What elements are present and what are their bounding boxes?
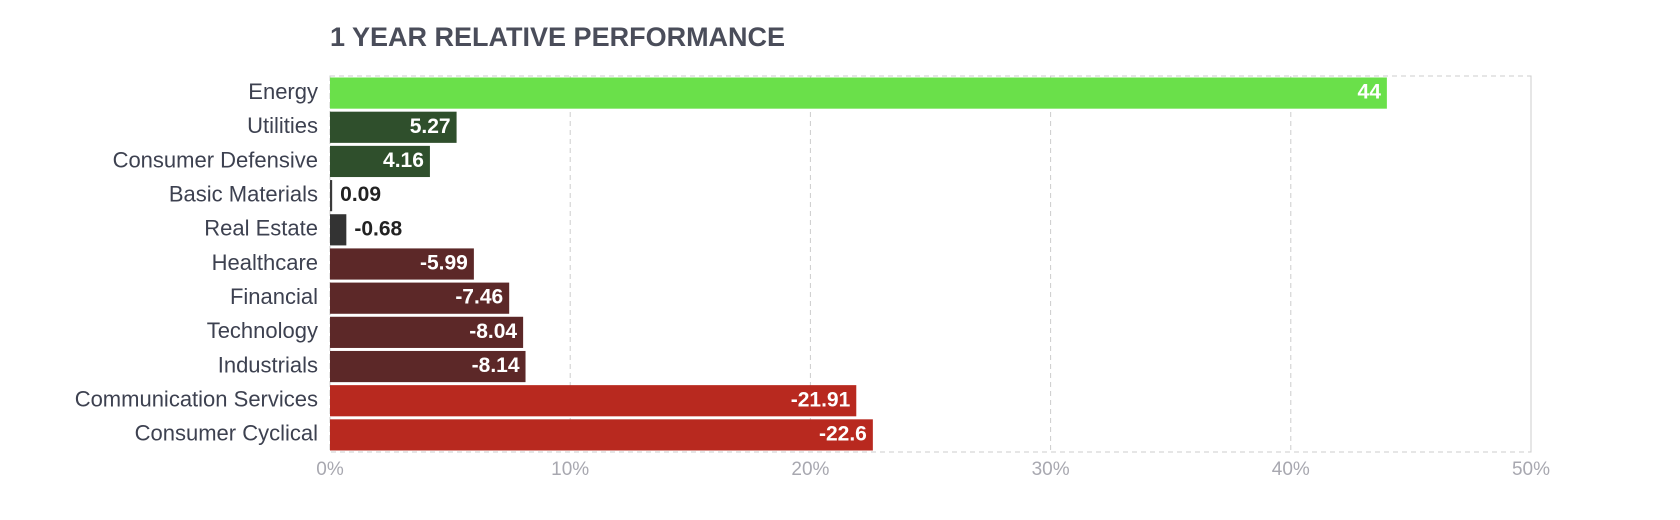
bar bbox=[330, 419, 873, 451]
bar bbox=[330, 145, 430, 178]
bar bbox=[330, 316, 524, 348]
data-label: 4.16 bbox=[383, 149, 424, 172]
data-label: -7.46 bbox=[455, 286, 503, 309]
data-label: -0.68 bbox=[354, 217, 402, 240]
data-label: 44 bbox=[1358, 81, 1382, 104]
y-tick-label: Basic Materials bbox=[169, 181, 318, 206]
bar bbox=[330, 385, 857, 417]
y-tick-label: Energy bbox=[248, 79, 318, 104]
y-tick-label: Industrials bbox=[218, 352, 318, 377]
bar bbox=[330, 77, 1387, 109]
bar bbox=[330, 350, 526, 383]
bar bbox=[330, 248, 474, 280]
data-label: 5.27 bbox=[410, 115, 451, 138]
bar bbox=[330, 111, 457, 143]
data-label: 0.09 bbox=[340, 183, 381, 206]
x-tick-label: 0% bbox=[316, 459, 344, 480]
data-label: -21.91 bbox=[791, 388, 851, 411]
bar bbox=[330, 214, 347, 246]
y-tick-label: Financial bbox=[230, 284, 318, 309]
x-tick-label: 10% bbox=[551, 459, 589, 480]
data-label: -5.99 bbox=[420, 252, 468, 275]
y-tick-label: Consumer Defensive bbox=[113, 147, 318, 172]
data-label: -8.04 bbox=[469, 320, 517, 343]
x-tick-label: 20% bbox=[791, 459, 829, 480]
chart-title: 1 YEAR RELATIVE PERFORMANCE bbox=[330, 22, 785, 52]
y-tick-label: Communication Services bbox=[75, 387, 318, 412]
x-tick-label: 30% bbox=[1032, 459, 1070, 480]
data-label: -22.6 bbox=[819, 422, 867, 445]
y-tick-label: Consumer Cyclical bbox=[135, 421, 318, 446]
y-tick-label: Real Estate bbox=[204, 216, 318, 241]
bar bbox=[330, 180, 333, 212]
y-tick-label: Technology bbox=[207, 318, 318, 343]
x-tick-label: 50% bbox=[1512, 459, 1550, 480]
y-tick-label: Utilities bbox=[247, 113, 318, 138]
bar bbox=[330, 282, 510, 314]
x-tick-label: 40% bbox=[1272, 459, 1310, 480]
y-tick-label: Healthcare bbox=[212, 250, 318, 275]
data-label: -8.14 bbox=[472, 354, 520, 377]
